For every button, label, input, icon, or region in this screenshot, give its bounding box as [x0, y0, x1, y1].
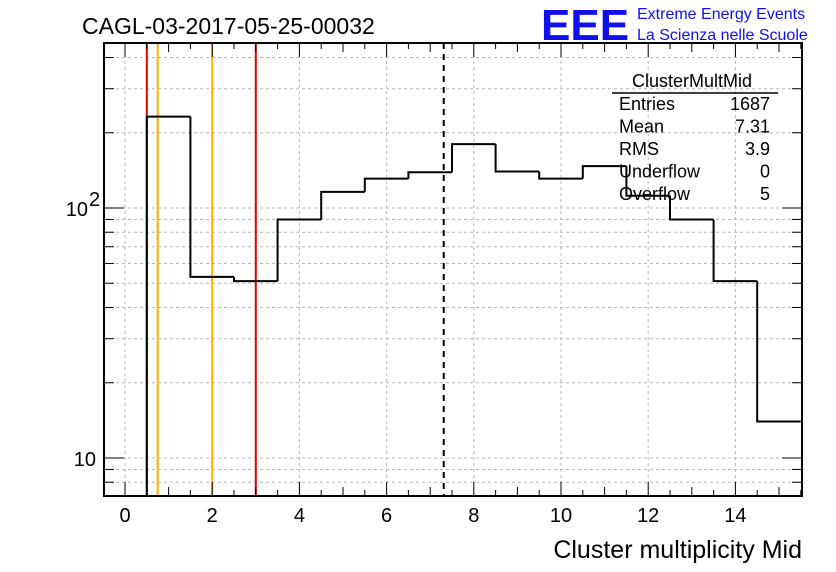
eee-logo-line1: Extreme Energy Events	[637, 6, 805, 23]
histogram-bin	[407, 171, 452, 179]
histogram-bin	[189, 116, 234, 278]
histogram-bin	[276, 218, 322, 282]
x-tick-label: 2	[207, 505, 218, 527]
eee-logo-line2: La Scienza nelle Scuole	[637, 27, 808, 44]
eee-logo: EEE Extreme Energy Events La Scienza nel…	[541, 1, 808, 50]
grid-lines	[104, 43, 802, 496]
plot-frame	[103, 42, 803, 497]
histogram-series	[145, 115, 801, 496]
x-tick-label: 10	[550, 505, 572, 527]
x-axis-label: Cluster multiplicity Mid	[553, 536, 802, 564]
stats-mean-value: 7.31	[735, 117, 770, 137]
stats-entries-label: Entries	[619, 94, 675, 114]
stats-box: ClusterMultMid Entries 1687 Mean 7.31 RMS 3.9…	[612, 71, 778, 204]
stats-overflow-value: 5	[760, 184, 770, 204]
histogram-bin	[320, 190, 365, 220]
stats-mean-label: Mean	[619, 117, 664, 137]
y-tick-label: 10	[74, 449, 96, 471]
y-tick-label: 10	[66, 199, 88, 221]
histogram-bin	[145, 115, 191, 496]
x-tick-label: 8	[468, 505, 479, 527]
x-tick-label: 12	[637, 505, 659, 527]
histogram-bin	[669, 195, 714, 221]
stats-rms-label: RMS	[619, 139, 659, 159]
histogram-bin	[712, 219, 758, 283]
stats-title: ClusterMultMid	[632, 71, 752, 91]
x-tick-label: 14	[724, 505, 746, 527]
stats-overflow-label: Overflow	[619, 184, 691, 204]
stats-rms-value: 3.9	[745, 139, 770, 159]
histogram-bin	[581, 165, 627, 179]
stats-entries-value: 1687	[730, 94, 770, 114]
histogram-bin	[233, 276, 278, 283]
histogram-bin	[538, 171, 583, 180]
x-tick-label: 6	[381, 505, 392, 527]
stats-underflow-value: 0	[760, 162, 770, 182]
histogram-bin	[363, 177, 409, 192]
y-tick-exponent: 2	[89, 189, 100, 211]
histogram-bin	[756, 281, 801, 423]
x-tick-label: 0	[119, 505, 130, 527]
x-tick-label: 4	[294, 505, 305, 527]
histogram-bin	[625, 166, 670, 197]
histogram-bin	[494, 144, 540, 173]
eee-logo-mark: EEE	[541, 1, 629, 50]
histogram-bin	[451, 143, 496, 173]
stats-underflow-label: Underflow	[619, 162, 701, 182]
run-title: CAGL-03-2017-05-25-00032	[82, 13, 375, 39]
